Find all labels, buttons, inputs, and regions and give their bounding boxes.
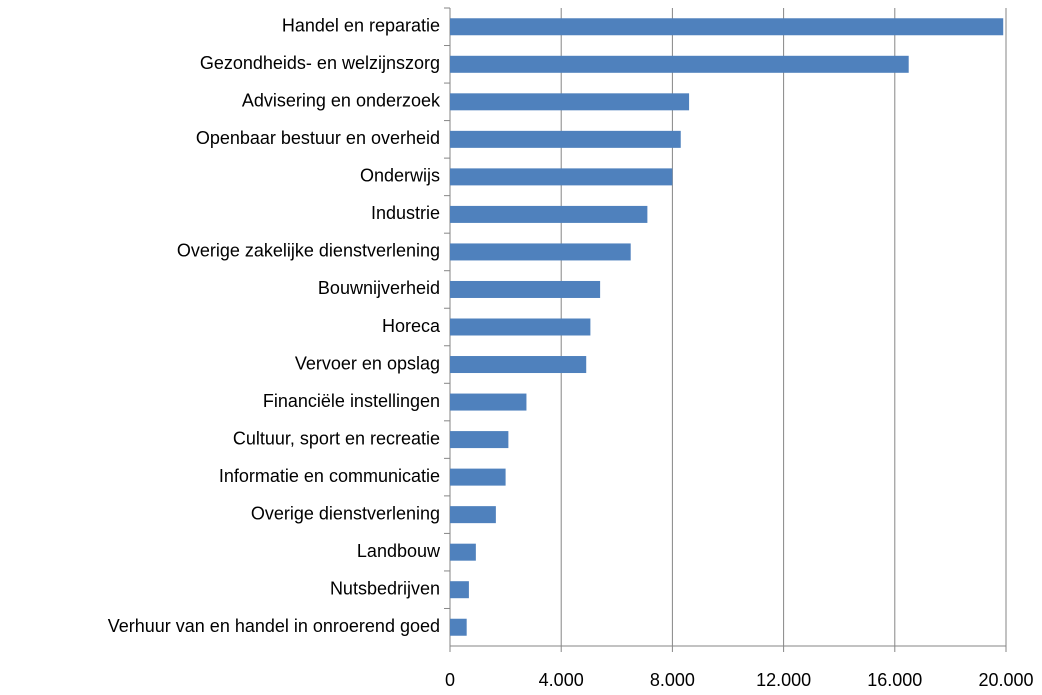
x-tick-label: 8.000	[650, 670, 695, 690]
y-tick-label: Vervoer en opslag	[295, 353, 440, 373]
bar	[450, 468, 506, 486]
bar	[450, 618, 467, 636]
y-tick-label: Gezondheids- en welzijnszorg	[200, 53, 440, 73]
bar	[450, 280, 601, 298]
bar	[450, 506, 496, 524]
y-tick-label: Onderwijs	[360, 166, 440, 186]
bar	[450, 393, 527, 411]
bar	[450, 243, 631, 261]
y-tick-label: Handel en reparatie	[282, 16, 440, 36]
bar	[450, 130, 681, 148]
y-tick-label: Landbouw	[357, 541, 441, 561]
y-tick-label: Advisering en onderzoek	[242, 91, 441, 111]
bar	[450, 93, 690, 111]
bar	[450, 205, 648, 223]
bar	[450, 431, 509, 449]
x-tick-label: 0	[445, 670, 455, 690]
y-tick-label: Nutsbedrijven	[330, 578, 440, 598]
x-tick-label: 4.000	[539, 670, 584, 690]
bar	[450, 581, 469, 599]
bar	[450, 55, 909, 73]
bar	[450, 168, 673, 186]
bar	[450, 543, 476, 561]
x-tick-label: 12.000	[756, 670, 811, 690]
bar	[450, 356, 587, 374]
y-tick-label: Bouwnijverheid	[318, 278, 440, 298]
y-tick-label: Overige dienstverlening	[251, 503, 440, 523]
y-tick-label: Cultuur, sport en recreatie	[233, 428, 440, 448]
x-tick-label: 20.000	[978, 670, 1033, 690]
x-tick-label: 16.000	[867, 670, 922, 690]
y-tick-label: Horeca	[382, 316, 441, 336]
bar	[450, 318, 591, 336]
y-tick-label: Informatie en communicatie	[219, 466, 440, 486]
y-tick-label: Verhuur van en handel in onroerend goed	[108, 616, 440, 636]
y-tick-label: Openbaar bestuur en overheid	[196, 128, 440, 148]
bar	[450, 18, 1004, 36]
y-tick-label: Financiële instellingen	[263, 391, 440, 411]
y-tick-label: Overige zakelijke dienstverlening	[177, 241, 440, 261]
y-tick-label: Industrie	[371, 203, 440, 223]
